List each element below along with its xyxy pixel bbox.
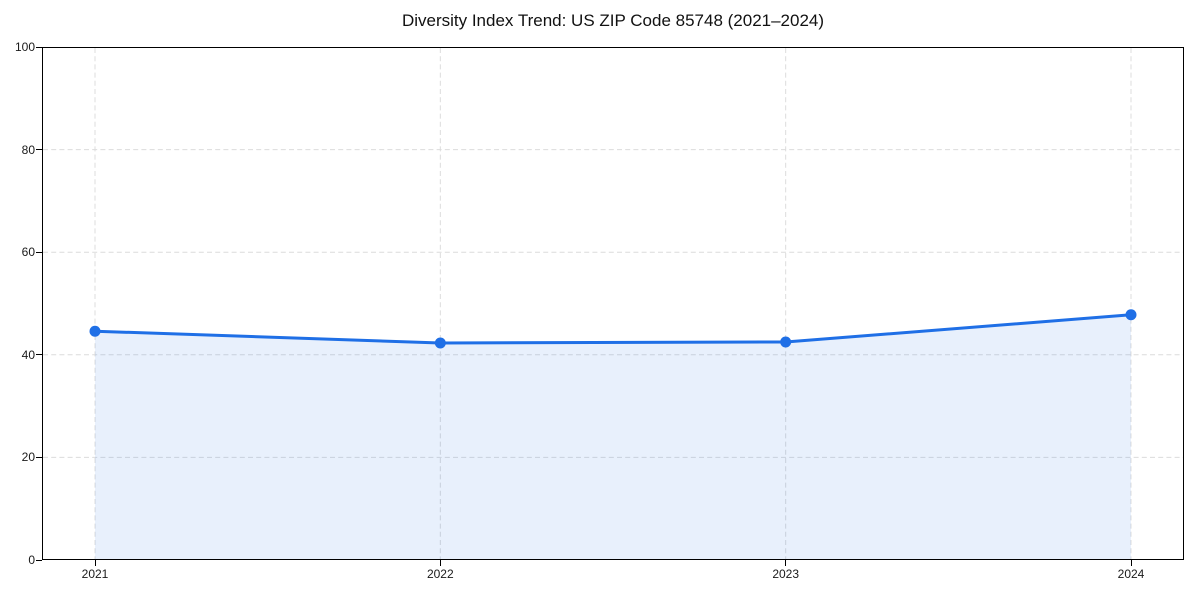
x-tick-mark bbox=[439, 560, 441, 566]
y-tick-mark bbox=[36, 456, 42, 458]
series-line bbox=[93, 313, 1133, 345]
y-tick-mark bbox=[36, 559, 42, 561]
data-point-marker bbox=[434, 337, 446, 349]
data-point-marker bbox=[1125, 309, 1137, 321]
area-fill bbox=[95, 314, 1131, 560]
x-tick-mark bbox=[785, 560, 787, 566]
x-tick-mark bbox=[1130, 560, 1132, 566]
y-tick-label: 60 bbox=[21, 245, 35, 260]
data-point-marker bbox=[89, 325, 101, 337]
chart-title: Diversity Index Trend: US ZIP Code 85748… bbox=[401, 11, 825, 30]
x-tick-mark bbox=[94, 560, 96, 566]
y-tick-label: 80 bbox=[21, 142, 35, 157]
y-tick-label: 0 bbox=[28, 553, 35, 567]
y-tick-mark bbox=[36, 251, 42, 253]
x-tick-label: 2021 bbox=[81, 567, 109, 581]
y-tick-mark bbox=[36, 46, 42, 48]
y-tick-label: 40 bbox=[21, 347, 35, 362]
x-tick-label: 2024 bbox=[1117, 567, 1145, 581]
data-point-marker bbox=[780, 336, 792, 348]
y-tick-mark bbox=[36, 149, 42, 151]
y-tick-mark bbox=[36, 354, 42, 356]
x-tick-label: 2023 bbox=[772, 567, 800, 581]
plot-frame bbox=[42, 47, 1184, 560]
x-tick-label: 2022 bbox=[426, 567, 454, 581]
plot-svg bbox=[42, 47, 1184, 560]
y-tick-label: 20 bbox=[21, 450, 35, 465]
y-tick-label: 100 bbox=[14, 40, 35, 54]
plot-area bbox=[42, 47, 1184, 560]
